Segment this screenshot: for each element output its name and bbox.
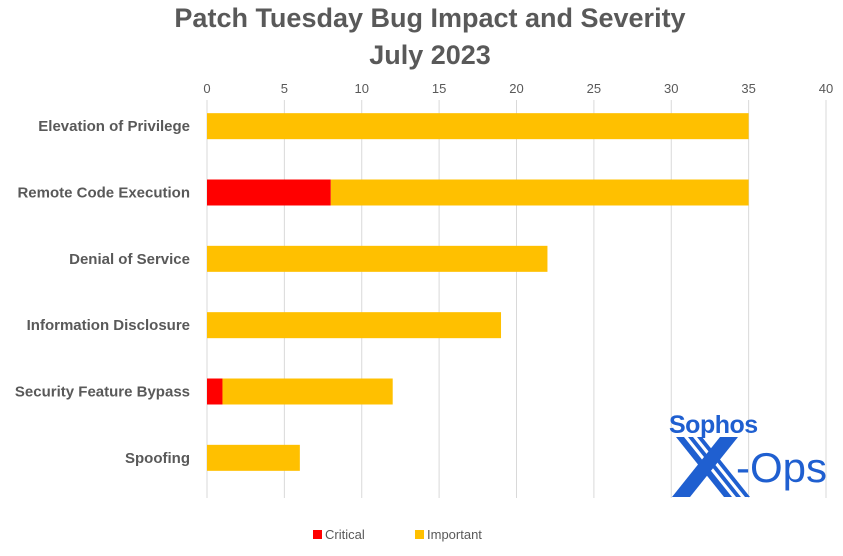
x-tick-label: 30 xyxy=(664,81,678,96)
legend-swatch-critical xyxy=(313,530,322,539)
legend-label-important: Important xyxy=(427,527,482,542)
bar-important xyxy=(207,312,502,339)
x-tick-label: 5 xyxy=(281,81,288,96)
legend: Critical Important xyxy=(313,527,482,542)
chart-title-line-1: Patch Tuesday Bug Impact and Severity xyxy=(174,3,685,33)
svg-text:Sophos: Sophos xyxy=(669,411,758,439)
category-label: Security Feature Bypass xyxy=(15,384,190,401)
bar-critical xyxy=(207,378,223,405)
bars xyxy=(207,113,749,471)
x-tick-labels: 0 5 10 15 20 25 30 35 40 xyxy=(203,81,833,96)
sophos-xops-logo: Sophos -Ops xyxy=(669,411,827,497)
x-tick-label: 0 xyxy=(203,81,210,96)
svg-text:-Ops: -Ops xyxy=(736,444,827,491)
x-tick-label: 35 xyxy=(741,81,755,96)
category-label: Denial of Service xyxy=(69,251,190,268)
gridlines xyxy=(206,100,827,498)
bar-important xyxy=(207,444,300,471)
x-tick-label: 15 xyxy=(432,81,446,96)
x-tick-label: 20 xyxy=(509,81,523,96)
category-label: Remote Code Execution xyxy=(17,185,190,202)
legend-label-critical: Critical xyxy=(325,527,365,542)
bar-critical xyxy=(207,179,331,206)
bar-important xyxy=(207,245,548,272)
x-tick-label: 10 xyxy=(355,81,369,96)
chart-title-line-2: July 2023 xyxy=(369,40,491,70)
category-label: Elevation of Privilege xyxy=(38,118,190,135)
bar-important xyxy=(222,378,393,405)
bar-important xyxy=(207,113,749,140)
category-labels: Elevation of Privilege Remote Code Execut… xyxy=(15,118,190,467)
bar-important xyxy=(330,179,749,206)
legend-swatch-important xyxy=(415,530,424,539)
x-tick-label: 25 xyxy=(587,81,601,96)
x-tick-label: 40 xyxy=(819,81,833,96)
category-label: Spoofing xyxy=(125,450,190,467)
category-label: Information Disclosure xyxy=(27,317,190,334)
